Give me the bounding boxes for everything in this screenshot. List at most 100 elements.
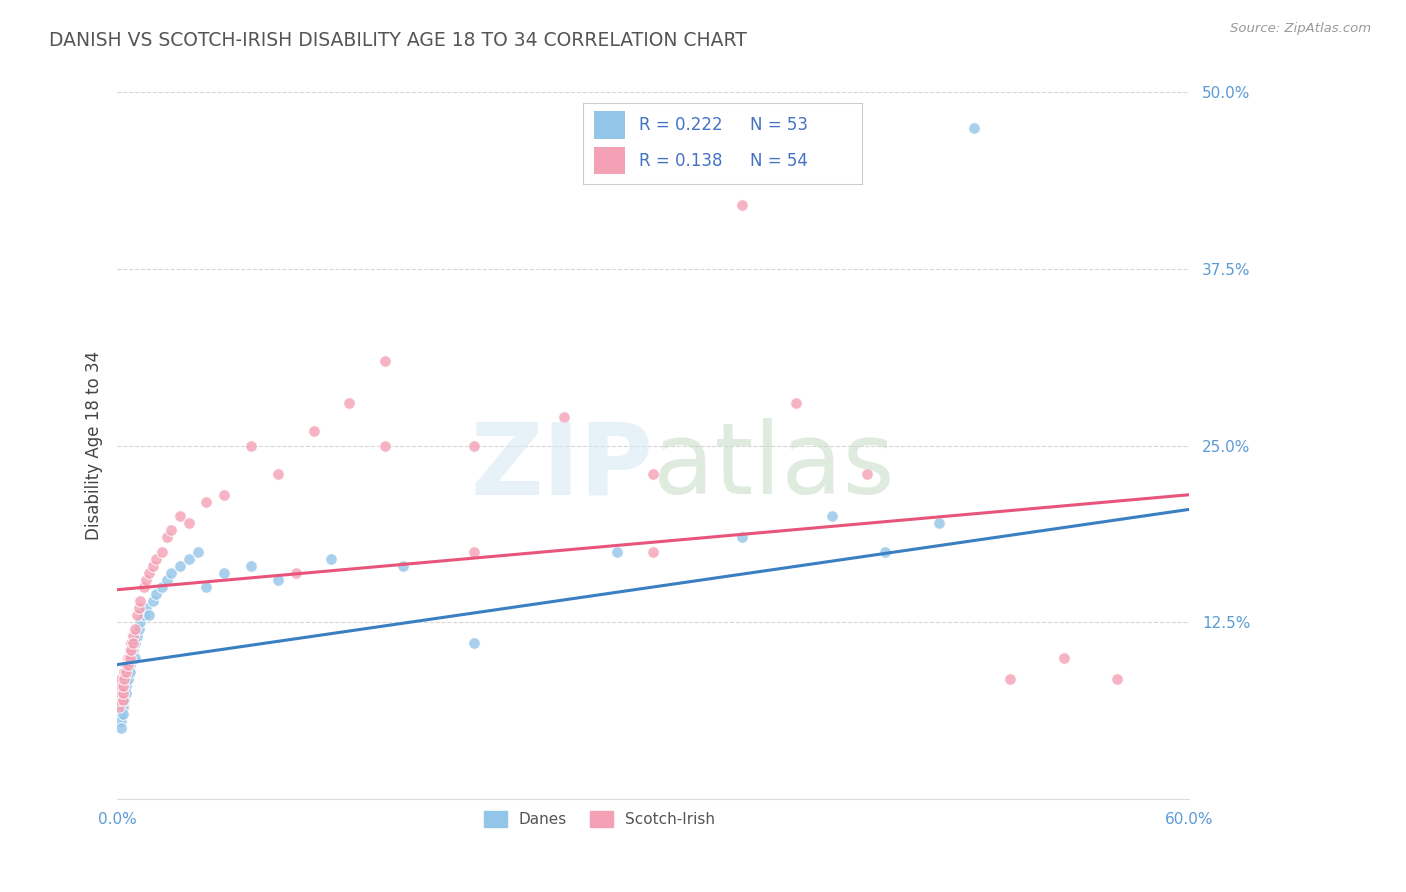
Point: [129, 594, 152, 608]
Point: [129, 615, 152, 630]
Point: [108, 700, 131, 714]
Point: [150, 580, 173, 594]
Point: [145, 587, 167, 601]
Point: [463, 439, 485, 453]
Point: [118, 665, 141, 679]
Point: [125, 629, 148, 643]
Point: [177, 516, 200, 531]
Point: [110, 679, 132, 693]
Point: [115, 665, 138, 679]
Point: [138, 608, 160, 623]
Point: [856, 467, 879, 481]
Point: [110, 686, 132, 700]
Point: [240, 558, 263, 573]
Point: [110, 679, 132, 693]
Point: [606, 544, 628, 558]
Point: [108, 707, 131, 722]
Point: [117, 665, 139, 679]
Y-axis label: Disability Age 18 to 34: Disability Age 18 to 34: [86, 351, 103, 541]
Point: [156, 573, 179, 587]
Point: [115, 686, 138, 700]
Point: [214, 488, 236, 502]
Point: [122, 629, 145, 643]
Point: [150, 544, 173, 558]
Point: [156, 531, 179, 545]
Point: [128, 601, 150, 615]
Point: [321, 551, 343, 566]
Point: [392, 558, 415, 573]
Point: [267, 467, 290, 481]
Point: [195, 495, 218, 509]
Point: [117, 650, 139, 665]
Point: [117, 672, 139, 686]
Point: [112, 686, 135, 700]
Point: [132, 608, 155, 623]
Point: [169, 509, 191, 524]
Point: [121, 650, 143, 665]
Point: [135, 573, 157, 587]
Point: [132, 580, 155, 594]
Point: [118, 643, 141, 657]
Point: [112, 672, 135, 686]
Point: [111, 686, 134, 700]
Point: [1107, 672, 1129, 686]
Point: [112, 693, 135, 707]
Point: [963, 120, 986, 135]
Text: ZIP: ZIP: [470, 418, 652, 516]
Point: [108, 693, 131, 707]
Text: Source: ZipAtlas.com: Source: ZipAtlas.com: [1230, 22, 1371, 36]
Point: [177, 551, 200, 566]
Point: [641, 467, 664, 481]
Point: [117, 657, 139, 672]
Point: [731, 531, 754, 545]
Point: [463, 636, 485, 650]
Point: [240, 439, 263, 453]
Point: [159, 566, 181, 580]
Point: [115, 657, 138, 672]
Point: [110, 707, 132, 722]
Point: [142, 558, 165, 573]
Point: [785, 396, 807, 410]
Point: [267, 573, 290, 587]
Point: [122, 643, 145, 657]
Point: [159, 524, 181, 538]
Point: [118, 650, 141, 665]
Point: [135, 601, 157, 615]
Point: [112, 679, 135, 693]
Text: DANISH VS SCOTCH-IRISH DISABILITY AGE 18 TO 34 CORRELATION CHART: DANISH VS SCOTCH-IRISH DISABILITY AGE 18…: [49, 31, 747, 50]
Point: [124, 650, 146, 665]
Point: [110, 672, 132, 686]
Point: [111, 686, 134, 700]
Point: [111, 693, 134, 707]
Point: [108, 700, 131, 714]
Point: [115, 679, 138, 693]
Point: [820, 509, 842, 524]
Point: [118, 657, 141, 672]
Point: [463, 544, 485, 558]
Point: [108, 693, 131, 707]
Point: [641, 544, 664, 558]
Point: [110, 721, 132, 735]
Point: [284, 566, 307, 580]
Point: [337, 396, 360, 410]
Point: [110, 686, 132, 700]
Point: [142, 594, 165, 608]
Point: [138, 566, 160, 580]
Point: [111, 700, 134, 714]
Point: [374, 354, 396, 368]
Point: [112, 665, 135, 679]
Legend: Danes, Scotch-Irish: Danes, Scotch-Irish: [478, 805, 721, 834]
Point: [121, 636, 143, 650]
Point: [187, 544, 209, 558]
Point: [111, 707, 134, 722]
Point: [111, 693, 134, 707]
Point: [195, 580, 218, 594]
Point: [553, 410, 575, 425]
Point: [124, 636, 146, 650]
Point: [214, 566, 236, 580]
Point: [998, 672, 1021, 686]
Point: [111, 679, 134, 693]
Point: [121, 643, 143, 657]
Point: [169, 558, 191, 573]
Point: [374, 439, 396, 453]
